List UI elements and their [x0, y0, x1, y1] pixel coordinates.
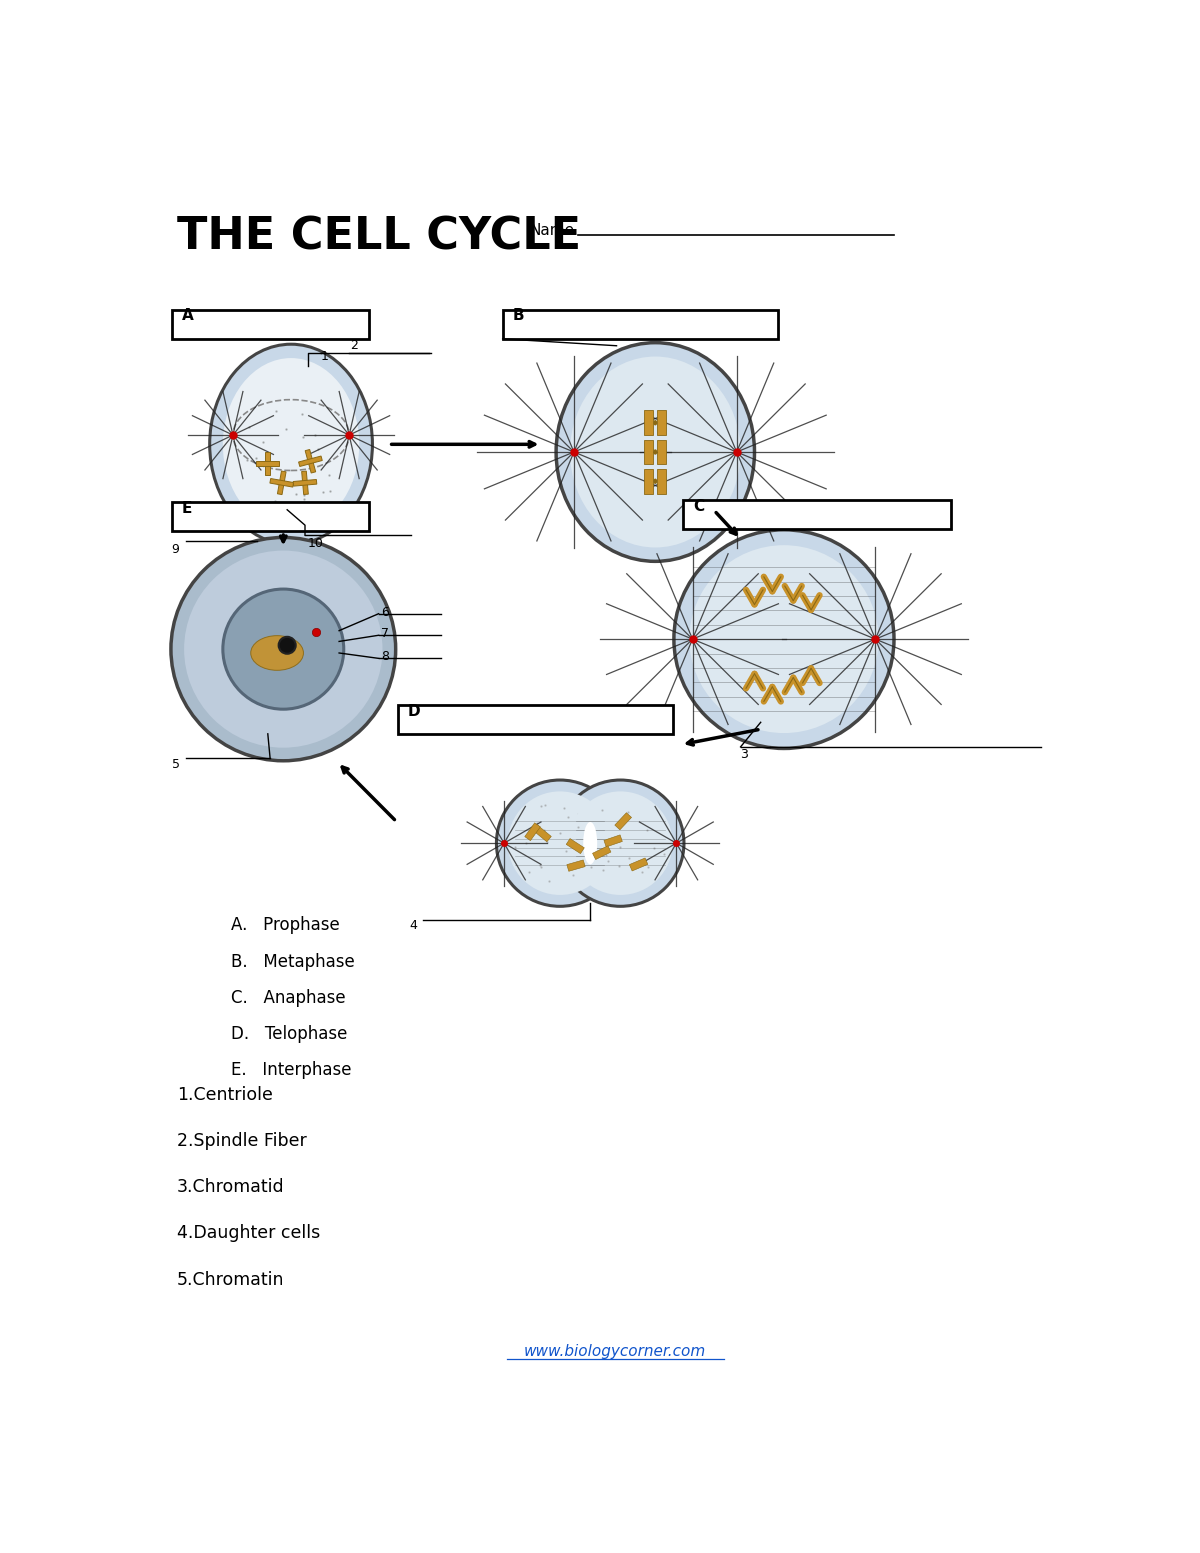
Ellipse shape	[674, 530, 894, 749]
Text: 5: 5	[172, 758, 180, 772]
Bar	[265, 452, 270, 475]
Bar	[644, 439, 653, 464]
Bar	[593, 846, 611, 859]
Bar	[301, 471, 308, 494]
Text: 3: 3	[740, 749, 749, 761]
Text: 1.Centriole: 1.Centriole	[178, 1086, 274, 1104]
Text: B.   Metaphase: B. Metaphase	[232, 952, 355, 971]
Text: A: A	[181, 309, 193, 323]
Bar	[658, 410, 666, 435]
Ellipse shape	[653, 478, 658, 485]
Ellipse shape	[223, 589, 343, 710]
Ellipse shape	[497, 780, 624, 907]
Text: Name: Name	[529, 224, 575, 238]
Text: 3.Chromatid: 3.Chromatid	[178, 1179, 284, 1196]
Bar	[534, 826, 551, 842]
Text: 2: 2	[350, 339, 358, 353]
Ellipse shape	[556, 343, 755, 561]
Text: A.   Prophase: A. Prophase	[232, 916, 340, 935]
Text: 1: 1	[320, 351, 329, 363]
Bar	[305, 449, 316, 474]
Text: B: B	[512, 309, 524, 323]
Ellipse shape	[251, 635, 304, 671]
Bar	[604, 836, 623, 846]
Ellipse shape	[278, 637, 295, 654]
Text: 8: 8	[380, 651, 389, 663]
Text: THE CELL CYCLE: THE CELL CYCLE	[178, 216, 581, 259]
Text: 10: 10	[308, 537, 324, 550]
Ellipse shape	[508, 792, 612, 895]
Text: www.biologycorner.com: www.biologycorner.com	[524, 1343, 706, 1359]
Text: D.   Telophase: D. Telophase	[232, 1025, 348, 1044]
Bar	[270, 478, 294, 488]
Text: 7: 7	[380, 627, 389, 640]
Ellipse shape	[184, 551, 383, 747]
Text: E.   Interphase: E. Interphase	[232, 1061, 352, 1079]
Bar	[277, 471, 286, 494]
Bar	[644, 469, 653, 494]
Text: E: E	[181, 502, 192, 516]
Bar	[566, 839, 584, 854]
Bar	[299, 457, 323, 466]
Text: D: D	[408, 704, 421, 719]
Bar	[630, 857, 648, 871]
Ellipse shape	[557, 780, 684, 907]
Text: C.   Anaphase: C. Anaphase	[232, 989, 346, 1006]
Bar	[658, 439, 666, 464]
Ellipse shape	[223, 359, 359, 531]
Bar	[172, 309, 370, 339]
Text: 9: 9	[172, 544, 180, 556]
Ellipse shape	[689, 545, 878, 733]
Bar	[524, 823, 540, 840]
Bar	[614, 812, 631, 829]
Bar	[172, 502, 370, 531]
Ellipse shape	[570, 357, 740, 548]
Text: 5.Chromatin: 5.Chromatin	[178, 1270, 284, 1289]
Ellipse shape	[170, 537, 396, 761]
Ellipse shape	[653, 419, 658, 426]
Bar	[256, 461, 280, 466]
Ellipse shape	[583, 822, 598, 865]
Text: 4.Daughter cells: 4.Daughter cells	[178, 1224, 320, 1242]
Text: 2.Spindle Fiber: 2.Spindle Fiber	[178, 1132, 307, 1149]
Ellipse shape	[653, 449, 658, 455]
Bar	[503, 309, 778, 339]
Bar	[644, 410, 653, 435]
Ellipse shape	[210, 345, 372, 545]
Bar	[398, 705, 673, 735]
Bar	[683, 500, 950, 530]
Text: 6: 6	[380, 606, 389, 618]
Bar	[293, 480, 317, 486]
Text: C: C	[694, 499, 704, 514]
Bar	[566, 860, 586, 871]
Ellipse shape	[569, 792, 672, 895]
Text: 4: 4	[409, 919, 418, 932]
Bar	[658, 469, 666, 494]
